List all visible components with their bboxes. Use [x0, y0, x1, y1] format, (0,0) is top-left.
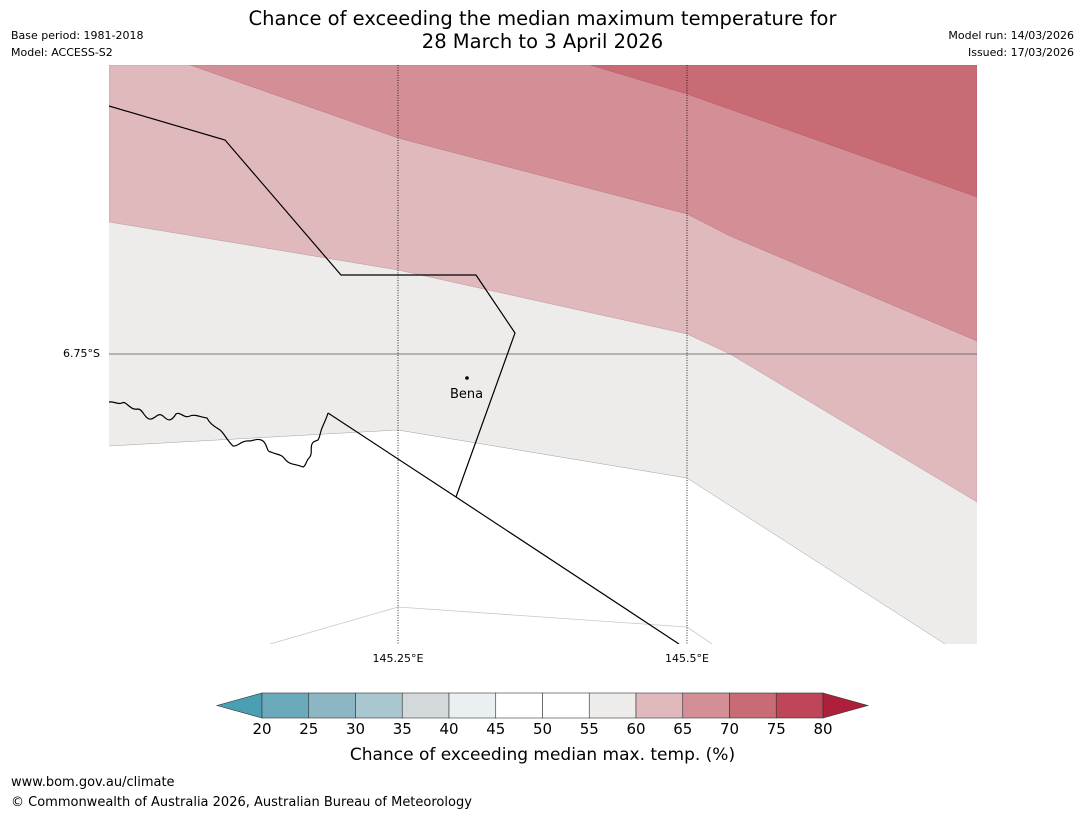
colorbar-cell [542, 692, 590, 719]
meta-left: Base period: 1981-2018 Model: ACCESS-S2 [11, 27, 143, 61]
longitude-label-1: 145.25°E [372, 652, 424, 665]
colorbar-cell [635, 692, 684, 719]
province-boundary-2 [327, 412, 680, 644]
colorbar-cell [588, 692, 637, 719]
colorbar-tick-label: 50 [532, 720, 553, 738]
colorbar-tick-label: 60 [626, 720, 646, 738]
footer-url: www.bom.gov.au/climate [11, 775, 175, 790]
colorbar-cell [261, 692, 310, 719]
colorbar-tick-label: 80 [813, 720, 833, 738]
contour-line-faint [269, 606, 713, 644]
colorbar-cell [308, 692, 356, 719]
colorbar-tick-label: 55 [579, 720, 599, 738]
colorbar-cell [682, 692, 730, 719]
footer-copyright: © Commonwealth of Australia 2026, Austra… [11, 795, 472, 810]
province-boundary [109, 105, 516, 498]
meta-right: Model run: 14/03/2026 Issued: 17/03/2026 [948, 27, 1074, 61]
colorbar-tick-label: 40 [439, 720, 459, 738]
place-marker-dot [465, 376, 469, 380]
base-period: Base period: 1981-2018 [11, 29, 144, 42]
colorbar-over-arrow [822, 692, 870, 719]
contour-line [109, 429, 946, 644]
colorbar-under-arrow [215, 692, 263, 719]
model-run: Model run: 14/03/2026 [948, 29, 1074, 42]
colorbar-cells [261, 692, 824, 719]
colorbar-tick-label: 70 [719, 720, 740, 738]
latitude-label: 6.75°S [63, 347, 100, 360]
colorbar-tick-label: 25 [299, 720, 319, 738]
title-line-2: 28 March to 3 April 2026 [421, 30, 664, 53]
colorbar-cell [775, 692, 824, 719]
map-title: Chance of exceeding the median maximum t… [0, 7, 1085, 53]
issued-date: Issued: 17/03/2026 [967, 46, 1074, 59]
colorbar-cell [729, 692, 777, 719]
colorbar-tick-label: 45 [486, 720, 506, 738]
longitude-label-2: 145.5°E [665, 652, 709, 665]
colorbar-tick-label: 65 [673, 720, 693, 738]
map-area [109, 65, 977, 644]
title-line-1: Chance of exceeding the median maximum t… [248, 7, 837, 30]
river-boundary [109, 401, 329, 468]
colorbar-tick-label: 20 [252, 720, 272, 738]
colorbar-tick-label: 75 [766, 720, 786, 738]
colorbar-cell [448, 692, 497, 719]
colorbar-label: Chance of exceeding median max. temp. (%… [349, 745, 736, 765]
probability-band-70-75 [589, 65, 977, 198]
colorbar-cell [401, 692, 450, 719]
colorbar-tick-label: 35 [392, 720, 412, 738]
colorbar-cell [355, 692, 403, 719]
colorbar-cell [495, 692, 543, 719]
place-label: Bena [450, 387, 484, 402]
colorbar-tick-label: 30 [345, 720, 366, 738]
model-name: Model: ACCESS-S2 [11, 46, 113, 59]
